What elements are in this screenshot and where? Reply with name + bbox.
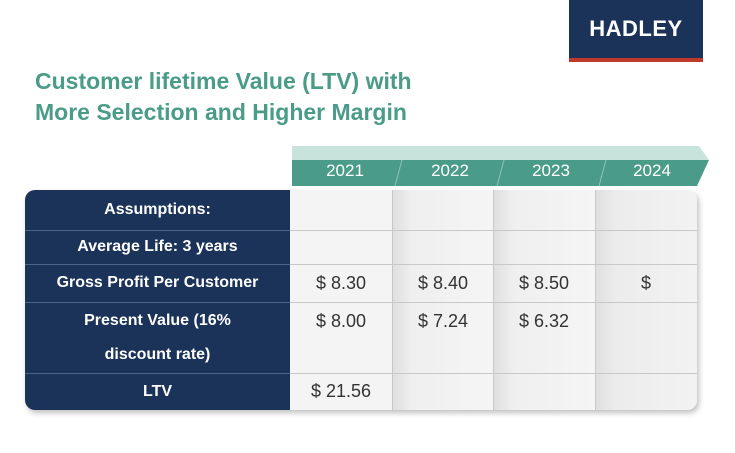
row-label-present-value-line2: discount rate) [104,345,211,363]
row-divider [25,230,290,231]
gross-profit-2023: $ 8.50 [518,272,570,293]
ltv-2021: $ 21.56 [310,381,372,401]
title-line-2: More Selection and Higher Margin [35,99,407,125]
row-divider [25,302,290,303]
header-band-shape [292,146,709,186]
column-divider [595,190,596,410]
row-label-assumptions: Assumptions: [104,201,211,218]
page-title: Customer lifetime Value (LTV) with More … [35,66,555,128]
column-divider [392,190,393,410]
year-header-2021: 2021 [326,161,364,180]
column-divider [493,190,494,410]
row-label-gross-profit: Gross Profit Per Customer [56,274,259,291]
row-label-present-value: Present Value (16% discount rate) [25,302,290,373]
row-divider [25,373,290,374]
year-header-2022: 2022 [431,161,469,180]
present-value-2023: $ 6.32 [518,310,570,331]
row-label-ltv: LTV [142,382,173,400]
present-value-2022: $ 7.24 [417,310,469,331]
gross-profit-2024: $ [640,272,651,293]
year-header-2024: 2024 [633,161,671,180]
present-value-2021: $ 8.00 [315,310,367,331]
year-header-band: 2021 2022 2023 2024 [292,146,709,186]
gross-profit-2022: $ 8.40 [417,272,469,293]
title-line-1: Customer lifetime Value (LTV) with [35,68,412,94]
ltv-table: Assumptions: Average Life: 3 years Gross… [25,190,697,410]
row-label-present-value-line1: Present Value (16% [84,311,231,329]
year-header-2023: 2023 [532,161,570,180]
gross-profit-2021: $ 8.30 [315,272,367,293]
row-divider [25,264,290,265]
hadley-logo: HADLEY [569,0,703,62]
row-label-average-life: Average Life: 3 years [77,238,238,255]
